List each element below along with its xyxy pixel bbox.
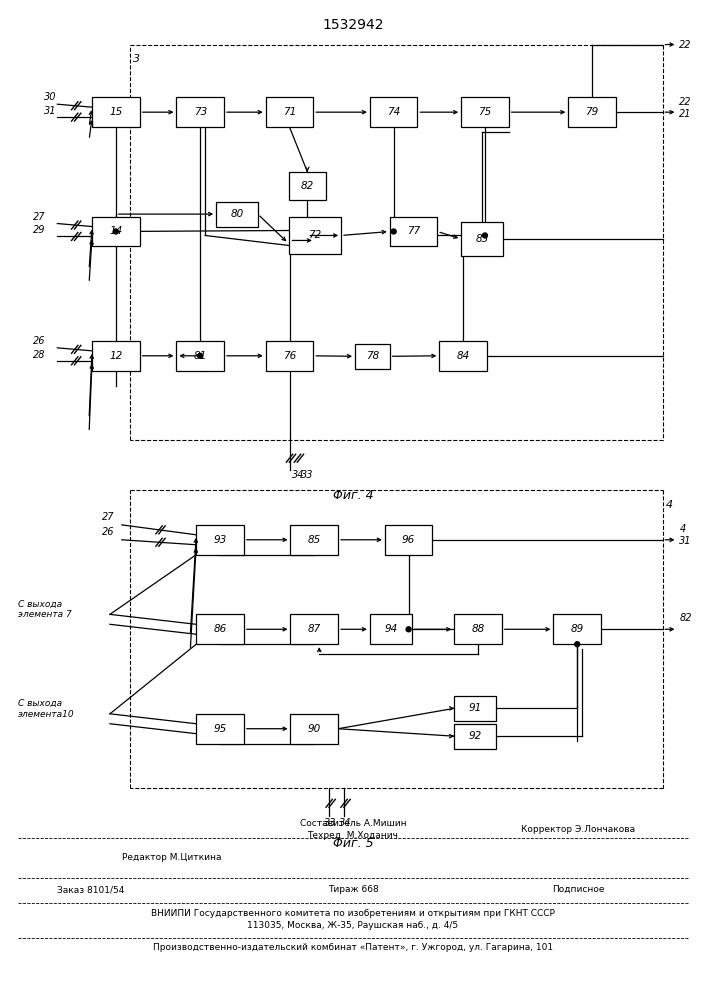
Text: 82: 82 bbox=[679, 613, 692, 623]
Bar bbox=[216, 202, 258, 227]
Text: Корректор Э.Лончакова: Корректор Э.Лончакова bbox=[521, 825, 636, 834]
Bar bbox=[288, 172, 326, 200]
Text: 94: 94 bbox=[384, 624, 397, 634]
Circle shape bbox=[482, 233, 487, 238]
Text: 79: 79 bbox=[585, 107, 599, 117]
Text: 113035, Москва, Ж-35, Раушская наб., д. 4/5: 113035, Москва, Ж-35, Раушская наб., д. … bbox=[247, 921, 459, 930]
Bar bbox=[454, 696, 496, 721]
Text: 22: 22 bbox=[679, 97, 692, 107]
Text: Производственно-издательский комбинат «Патент», г. Ужгород, ул. Гагарина, 101: Производственно-издательский комбинат «П… bbox=[153, 943, 553, 952]
Bar bbox=[454, 614, 502, 644]
Text: 22: 22 bbox=[679, 40, 692, 50]
Text: 4: 4 bbox=[665, 500, 672, 510]
Bar bbox=[461, 222, 503, 256]
Bar bbox=[266, 341, 313, 371]
Text: 95: 95 bbox=[214, 724, 227, 734]
Bar bbox=[355, 344, 390, 369]
Text: Φиг. 4: Φиг. 4 bbox=[333, 489, 373, 502]
Text: 15: 15 bbox=[110, 107, 122, 117]
Text: Тираж 668: Тираж 668 bbox=[327, 885, 378, 894]
Bar bbox=[385, 525, 433, 555]
Text: 76: 76 bbox=[283, 351, 296, 361]
Text: 33: 33 bbox=[325, 818, 337, 828]
Text: 85: 85 bbox=[308, 535, 321, 545]
Text: 30: 30 bbox=[45, 92, 57, 102]
Text: 26: 26 bbox=[102, 527, 115, 537]
Bar bbox=[197, 714, 244, 744]
Text: 84: 84 bbox=[457, 351, 469, 361]
Circle shape bbox=[113, 229, 118, 234]
Text: 33: 33 bbox=[301, 470, 314, 480]
Bar bbox=[461, 97, 509, 127]
Text: Заказ 8101/54: Заказ 8101/54 bbox=[57, 885, 124, 894]
Text: 91: 91 bbox=[469, 703, 481, 713]
Circle shape bbox=[391, 229, 396, 234]
Bar bbox=[291, 614, 338, 644]
Text: 29: 29 bbox=[33, 225, 45, 235]
Text: Подписное: Подписное bbox=[552, 885, 604, 894]
Bar bbox=[197, 614, 244, 644]
Bar bbox=[266, 97, 313, 127]
Text: 88: 88 bbox=[472, 624, 484, 634]
Text: С выхода
элемента 7: С выхода элемента 7 bbox=[18, 600, 71, 619]
Text: 34: 34 bbox=[291, 470, 304, 480]
Bar bbox=[390, 217, 438, 246]
Text: 96: 96 bbox=[402, 535, 415, 545]
Text: 74: 74 bbox=[387, 107, 400, 117]
Text: Редактор М.Циткина: Редактор М.Циткина bbox=[122, 854, 221, 862]
Bar bbox=[568, 97, 616, 127]
Text: 31: 31 bbox=[679, 536, 692, 546]
Text: 1532942: 1532942 bbox=[322, 18, 384, 32]
Bar bbox=[370, 614, 411, 644]
Text: 4: 4 bbox=[679, 524, 686, 534]
Text: 72: 72 bbox=[308, 230, 322, 240]
Bar bbox=[288, 217, 341, 254]
Text: 27: 27 bbox=[33, 212, 45, 222]
Text: 27: 27 bbox=[102, 512, 115, 522]
Text: 21: 21 bbox=[679, 109, 692, 119]
Text: 82: 82 bbox=[300, 181, 314, 191]
Text: Составитель А.Мишин: Составитель А.Мишин bbox=[300, 819, 407, 828]
Bar bbox=[92, 97, 140, 127]
Text: 12: 12 bbox=[110, 351, 122, 361]
Circle shape bbox=[406, 627, 411, 632]
Circle shape bbox=[198, 353, 203, 358]
Text: 75: 75 bbox=[479, 107, 491, 117]
Text: 26: 26 bbox=[33, 336, 45, 346]
Text: С выхода
элемента10: С выхода элемента10 bbox=[18, 699, 74, 719]
Text: 34: 34 bbox=[339, 818, 351, 828]
Text: 83: 83 bbox=[475, 234, 489, 244]
Text: 89: 89 bbox=[571, 624, 584, 634]
Bar bbox=[291, 714, 338, 744]
Bar bbox=[177, 97, 224, 127]
Circle shape bbox=[575, 642, 580, 647]
Bar bbox=[197, 525, 244, 555]
Text: Φиг. 5: Φиг. 5 bbox=[333, 837, 373, 850]
Bar bbox=[92, 341, 140, 371]
Bar bbox=[554, 614, 601, 644]
Bar bbox=[291, 525, 338, 555]
Text: 90: 90 bbox=[308, 724, 321, 734]
Text: 31: 31 bbox=[45, 106, 57, 116]
Text: 80: 80 bbox=[230, 209, 243, 219]
Text: 78: 78 bbox=[366, 351, 379, 361]
Text: 28: 28 bbox=[33, 350, 45, 360]
Text: ВНИИПИ Государственного комитета по изобретениям и открытиям при ГКНТ СССР: ВНИИПИ Государственного комитета по изоб… bbox=[151, 909, 555, 918]
Text: 93: 93 bbox=[214, 535, 227, 545]
Bar bbox=[454, 724, 496, 749]
Bar bbox=[92, 217, 140, 246]
Bar bbox=[439, 341, 487, 371]
Text: 71: 71 bbox=[283, 107, 296, 117]
Text: 87: 87 bbox=[308, 624, 321, 634]
Text: 3: 3 bbox=[133, 54, 140, 64]
Text: 77: 77 bbox=[407, 227, 420, 236]
Text: 14: 14 bbox=[110, 227, 122, 236]
Text: 92: 92 bbox=[469, 731, 481, 741]
Text: 81: 81 bbox=[194, 351, 207, 361]
Bar bbox=[370, 97, 418, 127]
Bar bbox=[177, 341, 224, 371]
Text: 86: 86 bbox=[214, 624, 227, 634]
Text: 73: 73 bbox=[194, 107, 207, 117]
Text: Техред  М.Ходанич: Техред М.Ходанич bbox=[308, 831, 399, 840]
